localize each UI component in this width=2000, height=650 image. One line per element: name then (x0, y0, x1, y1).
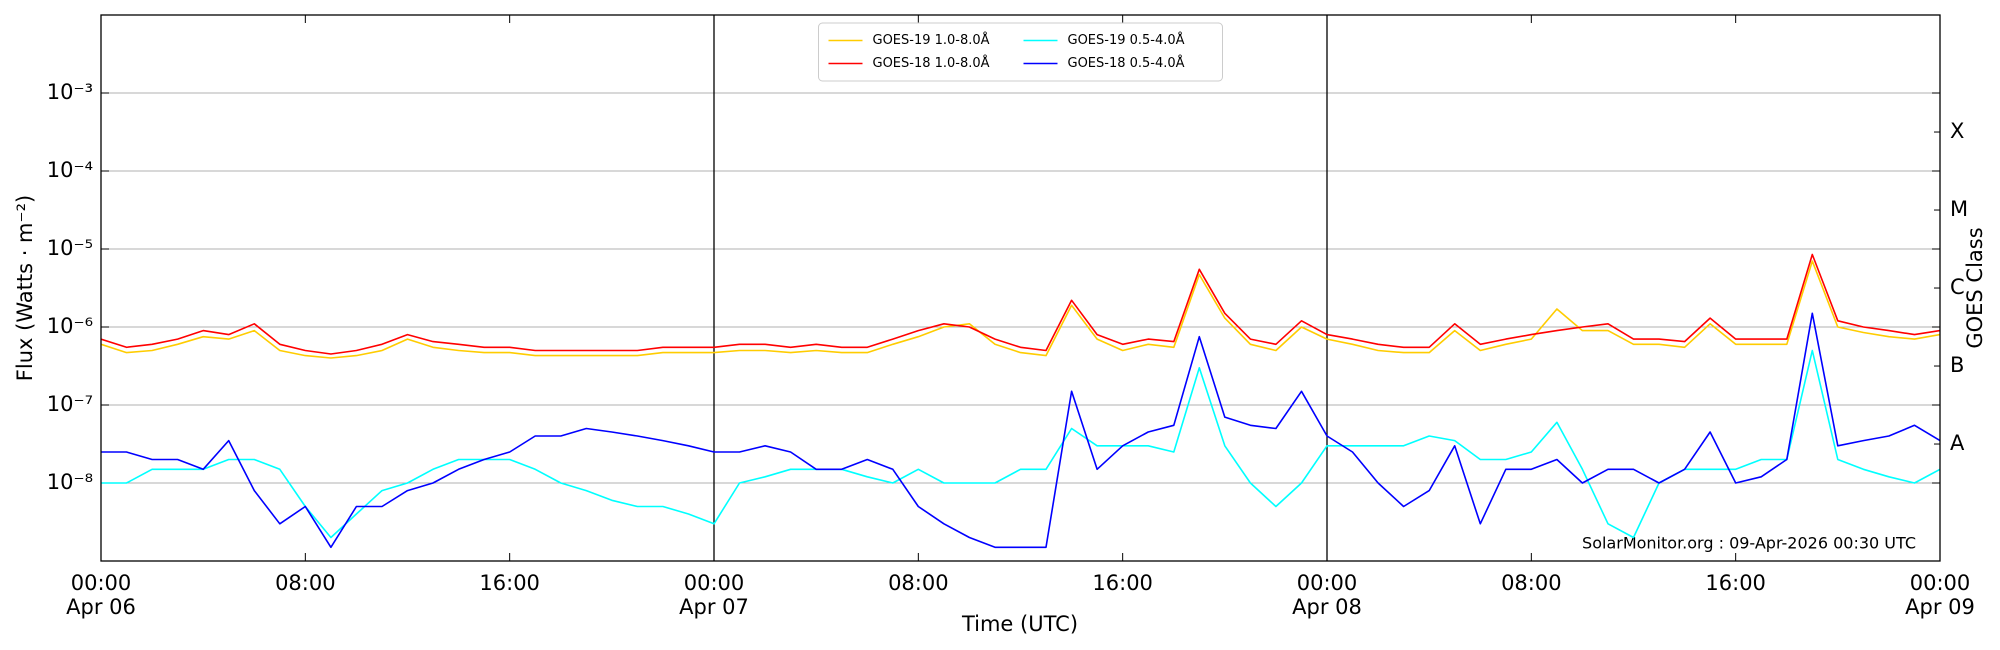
x-tick-label: 16:00 (1705, 571, 1766, 595)
annotation: SolarMonitor.org : 09-Apr-2026 00:30 UTC (1582, 534, 1916, 553)
y2-tick-label: C (1950, 275, 1965, 299)
y-tick-label: 10⁻³ (47, 80, 93, 104)
y-tick-label: 10⁻⁶ (47, 314, 93, 338)
x-tick-label: 00:00 Apr 07 (679, 571, 749, 619)
y2-tick-label: A (1950, 431, 1965, 455)
y-tick-label: 10⁻⁷ (47, 392, 93, 416)
y-tick-label: 10⁻⁵ (47, 236, 93, 260)
legend-label: GOES-19 1.0-8.0Å (873, 32, 990, 48)
series-line (101, 349, 1940, 539)
y-tick-label: 10⁻⁸ (47, 470, 93, 494)
legend-label: GOES-18 1.0-8.0Å (873, 55, 990, 71)
y-tick-label: 10⁻⁴ (47, 158, 93, 182)
legend-label: GOES-19 0.5-4.0Å (1068, 32, 1185, 48)
x-tick-label: 08:00 (888, 571, 949, 595)
y2-axis-title: GOES Class (1963, 227, 1987, 348)
x-axis-title: Time (UTC) (961, 612, 1078, 636)
series-line (101, 260, 1940, 359)
series-line (101, 253, 1940, 355)
x-tick-label: 08:00 (275, 571, 336, 595)
x-tick-label: 16:00 (479, 571, 540, 595)
x-tick-label: 08:00 (1501, 571, 1562, 595)
plot-area (101, 253, 1940, 549)
plot-frame (100, 14, 1941, 562)
y-axis-title: Flux (Watts · m⁻²) (13, 195, 37, 381)
y2-tick-label: B (1950, 353, 1964, 377)
y2-tick-label: M (1950, 197, 1968, 221)
x-tick-label: 16:00 (1092, 571, 1153, 595)
legend-label: GOES-18 0.5-4.0Å (1068, 55, 1185, 71)
x-tick-label: 00:00 Apr 08 (1292, 571, 1362, 619)
x-tick-label: 00:00 Apr 06 (66, 571, 136, 619)
series-line (101, 312, 1940, 549)
y2-tick-label: X (1950, 119, 1964, 143)
x-tick-label: 00:00 Apr 09 (1905, 571, 1975, 619)
legend-box (818, 22, 1223, 82)
